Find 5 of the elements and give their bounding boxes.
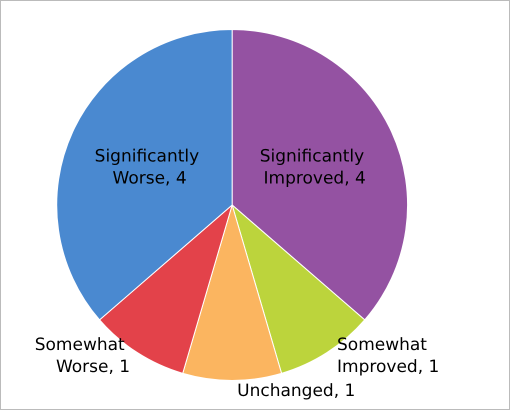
data-label: Somewhat Worse, 1 <box>34 334 130 377</box>
data-label: Somewhat Improved, 1 <box>337 334 440 377</box>
data-label: Significantly Worse, 4 <box>94 146 205 188</box>
data-label: Unchanged, 1 <box>237 380 356 401</box>
data-label: Significantly Improved, 4 <box>260 146 370 188</box>
